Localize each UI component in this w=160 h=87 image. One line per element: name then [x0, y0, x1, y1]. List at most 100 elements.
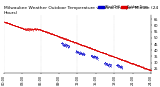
Point [57, 36, 60, 38]
Point [10, 23, 12, 24]
Point [146, 68, 148, 70]
Point [82, 53, 85, 54]
Point [46, 31, 48, 33]
Point [58, 36, 60, 37]
Point [147, 68, 149, 70]
Point [67, 46, 70, 47]
Point [104, 62, 107, 64]
Point [117, 64, 120, 65]
Point [81, 44, 83, 45]
Point [80, 44, 82, 45]
Point [12, 24, 14, 26]
Point [72, 41, 75, 42]
Point [122, 60, 125, 61]
Point [108, 64, 110, 65]
Point [142, 67, 144, 68]
Point [34, 27, 36, 29]
Point [6, 22, 9, 23]
Point [55, 35, 57, 36]
Point [66, 39, 69, 40]
Point [92, 56, 94, 57]
Point [88, 47, 91, 48]
Point [23, 29, 25, 30]
Point [34, 28, 37, 29]
Point [44, 31, 46, 32]
Point [49, 32, 52, 34]
Point [140, 66, 143, 68]
Point [82, 53, 85, 54]
Point [146, 68, 148, 69]
Point [101, 52, 104, 53]
Point [95, 57, 98, 58]
Point [65, 45, 68, 47]
Point [82, 54, 85, 55]
Point [39, 29, 41, 30]
Point [120, 66, 122, 68]
Point [20, 28, 23, 29]
Point [66, 39, 69, 40]
Point [66, 39, 68, 40]
Point [83, 45, 86, 47]
Point [52, 34, 54, 35]
Point [120, 66, 123, 67]
Point [32, 29, 34, 30]
Point [36, 28, 39, 30]
Point [60, 43, 63, 44]
Point [27, 28, 30, 29]
Point [16, 25, 18, 27]
Point [75, 41, 78, 43]
Point [39, 29, 41, 30]
Point [122, 59, 124, 60]
Point [121, 59, 124, 60]
Point [102, 52, 105, 53]
Point [25, 28, 28, 29]
Point [65, 45, 68, 46]
Point [64, 38, 66, 39]
Point [134, 64, 137, 65]
Point [90, 55, 92, 57]
Point [58, 36, 60, 37]
Point [90, 48, 93, 49]
Point [85, 46, 88, 47]
Point [148, 69, 151, 70]
Point [54, 34, 56, 35]
Point [61, 36, 64, 38]
Point [17, 26, 20, 28]
Point [85, 45, 87, 47]
Point [107, 64, 109, 66]
Point [21, 27, 23, 28]
Point [58, 37, 61, 38]
Point [115, 64, 118, 66]
Point [49, 32, 51, 33]
Point [26, 28, 29, 30]
Point [110, 65, 112, 66]
Point [47, 31, 49, 33]
Point [15, 25, 18, 26]
Point [98, 50, 101, 52]
Point [136, 64, 139, 66]
Point [40, 29, 42, 31]
Point [21, 27, 24, 29]
Point [146, 68, 148, 70]
Point [96, 56, 98, 58]
Point [8, 22, 11, 24]
Point [116, 56, 118, 58]
Point [62, 37, 65, 39]
Point [14, 25, 17, 26]
Point [37, 28, 40, 29]
Point [111, 55, 114, 57]
Point [96, 58, 98, 59]
Point [36, 28, 39, 30]
Point [138, 66, 141, 67]
Point [141, 66, 144, 67]
Point [33, 28, 35, 30]
Point [91, 54, 93, 56]
Point [84, 46, 87, 47]
Point [33, 29, 36, 30]
Point [107, 54, 109, 56]
Point [104, 64, 107, 66]
Point [84, 46, 87, 47]
Point [88, 47, 90, 48]
Point [77, 52, 79, 53]
Point [48, 32, 51, 33]
